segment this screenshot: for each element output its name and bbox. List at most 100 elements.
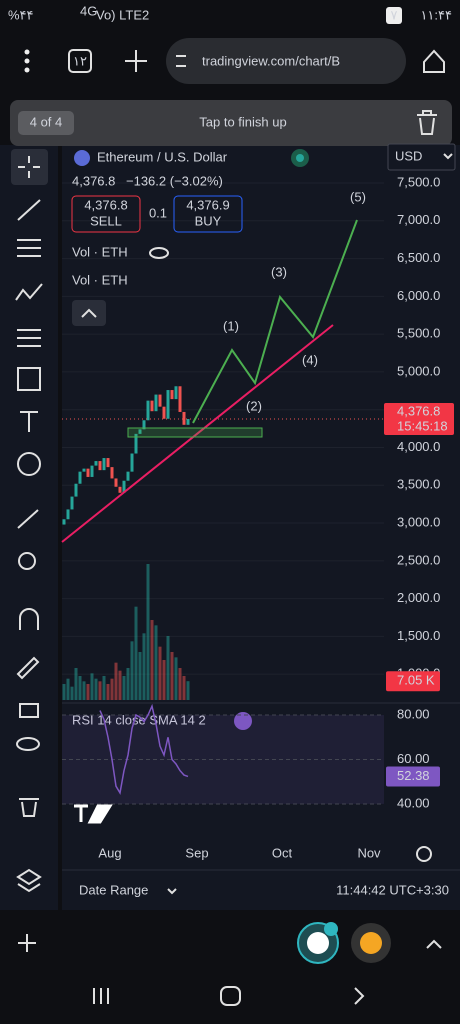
buy-price: 4,376.9: [186, 197, 229, 212]
site-settings[interactable]: [176, 55, 186, 67]
candle: [82, 468, 86, 472]
rsi-settings[interactable]: [234, 712, 252, 730]
candle: [134, 433, 138, 454]
support-zone[interactable]: [127, 427, 263, 438]
price-tick-label: 7,500.0: [397, 174, 440, 189]
currency-caret: [443, 153, 453, 160]
axis-settings[interactable]: [416, 846, 432, 862]
currency-select[interactable]: [387, 143, 456, 171]
shape-tool[interactable]: [17, 367, 41, 391]
tv-logo: [74, 804, 113, 824]
toast[interactable]: [10, 100, 452, 146]
candle: [86, 468, 90, 477]
zoom-tool[interactable]: [18, 552, 36, 570]
volume-bar: [142, 633, 146, 700]
pattern-tool[interactable]: [15, 283, 43, 301]
delete-tool[interactable]: [19, 798, 39, 817]
app-icon-2: [360, 932, 382, 954]
candle: [74, 483, 78, 497]
vol-label: Vol · ETH: [72, 272, 128, 287]
rsi-last-label: 52.38: [397, 768, 430, 783]
network: 4G: [80, 3, 97, 18]
candle: [162, 406, 166, 419]
volume-bar: [114, 662, 118, 700]
trend-line-tool[interactable]: [17, 199, 41, 221]
footer-clock[interactable]: 11:44:42 UTC+3:30: [336, 882, 449, 897]
volume-bar: [90, 673, 94, 700]
cursor-icon: [18, 156, 40, 178]
lot-size[interactable]: 0.1: [149, 205, 167, 220]
candle: [122, 480, 126, 493]
measure-tool[interactable]: [17, 509, 39, 529]
lock-tool[interactable]: [19, 703, 39, 718]
prediction-tool[interactable]: [17, 329, 41, 347]
wave-label: (2): [246, 398, 262, 413]
price-tick-label: 6,500.0: [397, 250, 440, 265]
sell-button[interactable]: [71, 195, 141, 233]
price-tick-label: 3,500.0: [397, 477, 440, 492]
volume-bar: [166, 636, 170, 700]
url-bar[interactable]: [166, 38, 406, 84]
elliott-wave[interactable]: [192, 219, 358, 424]
buy-button[interactable]: [173, 195, 243, 233]
url: tradingview.com/chart/B: [202, 53, 340, 68]
menu-button[interactable]: [24, 49, 30, 73]
volte: Vo) LTE2: [96, 7, 149, 22]
trend-line[interactable]: [61, 324, 334, 543]
toast-counter: 4 of 4: [30, 114, 63, 129]
volume-bar: [118, 670, 122, 700]
new-tab[interactable]: [125, 50, 147, 72]
left-toolbar: [0, 145, 58, 910]
price-tick-label: 2,000.0: [397, 590, 440, 605]
currency: USD: [395, 148, 422, 163]
candle: [70, 496, 74, 510]
last-value: 4,376.8: [72, 173, 115, 188]
volume-bar: [122, 676, 126, 700]
app-icon: [307, 932, 329, 954]
layers-tool[interactable]: [16, 868, 42, 893]
price-tick-label: 6,000.0: [397, 288, 440, 303]
app-close[interactable]: [324, 922, 338, 936]
candle: [62, 519, 66, 525]
cursor-tool[interactable]: [11, 149, 48, 185]
badge-bg: [386, 7, 402, 24]
collapse-button[interactable]: [72, 300, 106, 326]
hide-vol[interactable]: [149, 247, 169, 259]
icon-tool[interactable]: [17, 452, 41, 476]
expand-button[interactable]: [426, 939, 442, 949]
last-price-label: 4,376.8: [397, 403, 440, 418]
battery: %۴۴: [8, 7, 34, 22]
volume-bar: [70, 686, 74, 700]
time-label: Oct: [272, 845, 293, 860]
add-button[interactable]: [18, 934, 36, 952]
home-button[interactable]: [423, 49, 445, 73]
wave-label: (5): [350, 189, 366, 204]
tabs-button[interactable]: [68, 49, 92, 73]
back-nav[interactable]: [354, 987, 365, 1005]
last-price-box: [384, 403, 454, 436]
volume-last-label: 7.05 K: [397, 673, 435, 688]
plot: 7,500.0 7,000.0 6,500.0 6,000.0 5,500.0 5,000…: [62, 174, 454, 700]
lock-draw-tool[interactable]: [16, 656, 40, 680]
fib-tool[interactable]: [17, 239, 41, 257]
collapse-icon: [81, 308, 97, 318]
text-tool[interactable]: [20, 411, 38, 432]
magnet-tool[interactable]: [19, 608, 39, 630]
candle: [106, 458, 110, 468]
rsi-tick-label: 60.00: [397, 751, 430, 766]
symbol[interactable]: Ethereum / U.S. Dollar: [97, 149, 228, 164]
home-nav[interactable]: [220, 986, 241, 1006]
volume-bar: [66, 678, 70, 700]
recent-apps[interactable]: [93, 988, 109, 1004]
price-tick-label: 2,500.0: [397, 552, 440, 567]
price-tick-label: 5,000.0: [397, 363, 440, 378]
candle: [66, 509, 70, 520]
candle: [78, 471, 82, 484]
toast-delete[interactable]: [417, 110, 437, 135]
candle: [154, 394, 158, 412]
volume-bar: [170, 652, 174, 700]
rsi-line: [99, 703, 189, 795]
hide-tool[interactable]: [16, 737, 40, 751]
date-range[interactable]: Date Range: [79, 882, 148, 897]
